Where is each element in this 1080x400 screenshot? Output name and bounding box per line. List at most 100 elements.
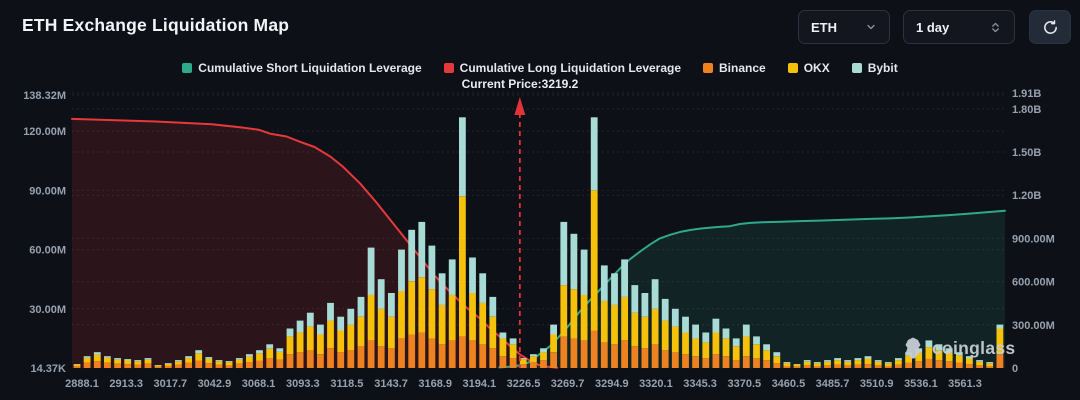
bar-segment-okx bbox=[570, 289, 578, 339]
bar-segment-binance bbox=[905, 362, 912, 369]
bar-segment-bybit bbox=[976, 360, 983, 362]
bar-segment-binance bbox=[235, 363, 243, 369]
bar-segment-bybit bbox=[185, 356, 192, 359]
watermark: coinglass bbox=[901, 336, 1015, 360]
x-axis-tick: 3017.7 bbox=[153, 378, 187, 390]
bar-segment-bybit bbox=[448, 259, 456, 295]
bar-segment-binance bbox=[185, 362, 192, 369]
bar-segment-okx bbox=[185, 358, 192, 363]
bar-segment-binance bbox=[154, 366, 162, 368]
legend-item-bybit[interactable]: Bybit bbox=[851, 61, 898, 75]
bar-segment-bybit bbox=[388, 293, 395, 317]
x-axis-tick: 3168.9 bbox=[418, 378, 452, 390]
bar-segment-okx bbox=[925, 347, 933, 359]
bar-segment-okx bbox=[600, 300, 608, 343]
bar-segment-bybit bbox=[661, 298, 669, 321]
x-axis-tick: 3118.5 bbox=[330, 378, 363, 390]
bar-segment-binance bbox=[996, 354, 1004, 369]
bar-segment-okx bbox=[915, 352, 923, 362]
bar-segment-okx bbox=[337, 330, 345, 353]
legend-item-binance[interactable]: Binance bbox=[703, 61, 766, 75]
bar-segment-okx bbox=[104, 357, 111, 363]
bar-segment-okx bbox=[164, 363, 172, 366]
bar-segment-bybit bbox=[296, 320, 304, 333]
right-axis-tick: 0 bbox=[1012, 363, 1018, 375]
bar-segment-binance bbox=[834, 364, 841, 368]
refresh-button[interactable] bbox=[1029, 10, 1071, 44]
legend-marker bbox=[787, 63, 798, 73]
bar-segment-bybit bbox=[398, 249, 405, 292]
bar-segment-okx bbox=[955, 355, 963, 363]
bar-segment-binance bbox=[722, 356, 730, 369]
bar-segment-bybit bbox=[144, 358, 152, 360]
bar-segment-okx bbox=[499, 338, 507, 357]
symbol-select[interactable]: ETH bbox=[798, 10, 890, 44]
bar-segment-okx bbox=[124, 360, 132, 365]
bar-segment-bybit bbox=[925, 340, 933, 348]
bar-segment-binance bbox=[388, 348, 395, 369]
legend-item-cumulative-long-liquidation-leverage[interactable]: Cumulative Long Liquidation Leverage bbox=[443, 61, 682, 75]
bar-segment-okx bbox=[266, 348, 274, 359]
bar-segment-okx bbox=[347, 324, 355, 351]
interval-select[interactable]: 1 day bbox=[903, 10, 1015, 44]
bar-segment-binance bbox=[124, 364, 132, 369]
x-axis-tick: 3226.5 bbox=[507, 378, 541, 390]
bar-segment-okx bbox=[763, 350, 770, 361]
page-title: ETH Exchange Liquidation Map bbox=[22, 15, 290, 35]
bar-segment-bybit bbox=[286, 328, 294, 337]
bar-segment-binance bbox=[732, 360, 740, 368]
bar-segment-bybit bbox=[966, 356, 973, 359]
bar-segment-binance bbox=[915, 361, 923, 369]
bar-segment-okx bbox=[175, 361, 182, 365]
bar-segment-binance bbox=[702, 358, 710, 368]
bar-segment-okx bbox=[793, 364, 801, 367]
bar-segment-binance bbox=[469, 340, 476, 369]
bar-segment-okx bbox=[590, 190, 598, 331]
bar-segment-okx bbox=[215, 361, 223, 365]
bar-segment-okx bbox=[611, 304, 618, 345]
x-axis-tick: 3269.7 bbox=[551, 378, 585, 390]
bar-segment-binance bbox=[773, 363, 781, 369]
bar-segment-okx bbox=[803, 361, 811, 366]
bar-segment-bybit bbox=[884, 362, 892, 364]
bar-segment-okx bbox=[682, 332, 689, 355]
bar-segment-binance bbox=[631, 346, 639, 369]
bar-segment-binance bbox=[621, 340, 628, 369]
bar-segment-bybit bbox=[438, 273, 446, 305]
right-axis-tick: 1.80B bbox=[1012, 104, 1041, 116]
bar-segment-bybit bbox=[367, 247, 375, 295]
symbol-select-value: ETH bbox=[811, 19, 837, 35]
bar-segment-bybit bbox=[408, 229, 416, 282]
bar-segment-okx bbox=[256, 353, 263, 361]
legend-label: Cumulative Long Liquidation Leverage bbox=[459, 61, 682, 75]
bar-segment-bybit bbox=[225, 361, 233, 363]
bar-segment-binance bbox=[560, 336, 568, 368]
bar-segment-binance bbox=[712, 354, 720, 369]
bar-segment-okx bbox=[225, 362, 233, 366]
legend-item-cumulative-short-liquidation-leverage[interactable]: Cumulative Short Liquidation Leverage bbox=[182, 61, 422, 75]
chevrons-up-down-icon bbox=[989, 20, 1002, 35]
bar-segment-bybit bbox=[895, 358, 902, 361]
bar-segment-binance bbox=[519, 364, 527, 369]
x-axis-tick: 3143.7 bbox=[374, 378, 408, 390]
bar-segment-binance bbox=[844, 365, 852, 368]
bar-segment-binance bbox=[93, 361, 101, 369]
bar-segment-okx bbox=[753, 344, 760, 359]
bar-segment-okx bbox=[884, 363, 892, 367]
bar-segment-binance bbox=[895, 364, 902, 368]
bar-segment-bybit bbox=[540, 348, 547, 353]
bar-segment-bybit bbox=[732, 338, 740, 347]
bar-segment-binance bbox=[73, 366, 81, 368]
bar-segment-binance bbox=[611, 344, 618, 368]
bar-segment-okx bbox=[144, 359, 152, 364]
bar-segment-bybit bbox=[428, 245, 436, 290]
bar-segment-okx bbox=[296, 332, 304, 353]
bar-segment-binance bbox=[935, 360, 943, 368]
bar-segment-okx bbox=[154, 365, 162, 367]
bar-segment-okx bbox=[276, 351, 284, 360]
bar-segment-okx bbox=[712, 332, 720, 355]
chart-legend: Cumulative Short Liquidation Leverage Cum… bbox=[0, 61, 1080, 75]
bar-segment-binance bbox=[813, 366, 821, 368]
legend-item-okx[interactable]: OKX bbox=[787, 61, 830, 75]
